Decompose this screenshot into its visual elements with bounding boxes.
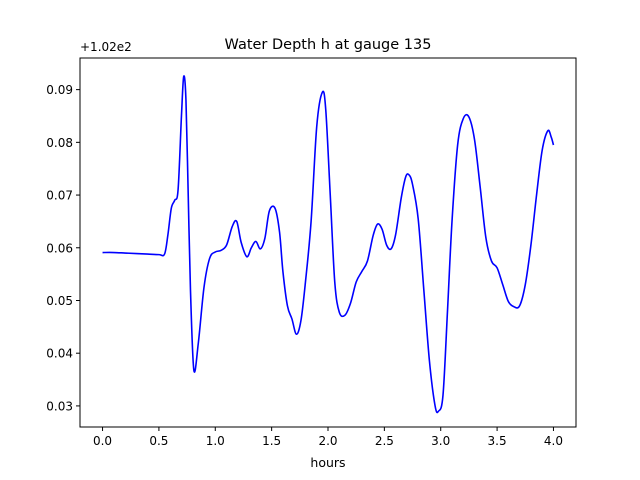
y-tick-label: 0.08	[46, 136, 73, 150]
x-tick-label: 1.5	[262, 434, 281, 448]
x-tick-label: 3.0	[431, 434, 450, 448]
x-tick-label: 0.5	[149, 434, 168, 448]
chart-title: Water Depth h at gauge 135	[225, 37, 432, 53]
y-tick-label: 0.07	[46, 189, 73, 203]
x-tick-label: 2.0	[318, 434, 337, 448]
y-tick-label: 0.06	[46, 241, 73, 255]
x-tick-label: 1.0	[206, 434, 225, 448]
x-tick-label: 3.5	[488, 434, 507, 448]
x-axis-label: hours	[310, 455, 345, 470]
y-axis: 0.03 0.04 0.05 0.06 0.07 0.08 0.09	[46, 83, 80, 413]
y-axis-offset-label: +1.02e2	[80, 40, 132, 54]
x-tick-label: 0.0	[93, 434, 112, 448]
x-axis: 0.0 0.5 1.0 1.5 2.0 2.5 3.0 3.5 4.0	[93, 427, 563, 448]
series-line-group	[102, 75, 555, 414]
y-tick-label: 0.05	[46, 294, 73, 308]
y-tick-label: 0.03	[46, 399, 73, 413]
series-line-0	[102, 75, 555, 414]
y-tick-label: 0.04	[46, 347, 73, 361]
y-tick-label: 0.09	[46, 83, 73, 97]
x-tick-label: 2.5	[375, 434, 394, 448]
x-tick-label: 4.0	[544, 434, 563, 448]
